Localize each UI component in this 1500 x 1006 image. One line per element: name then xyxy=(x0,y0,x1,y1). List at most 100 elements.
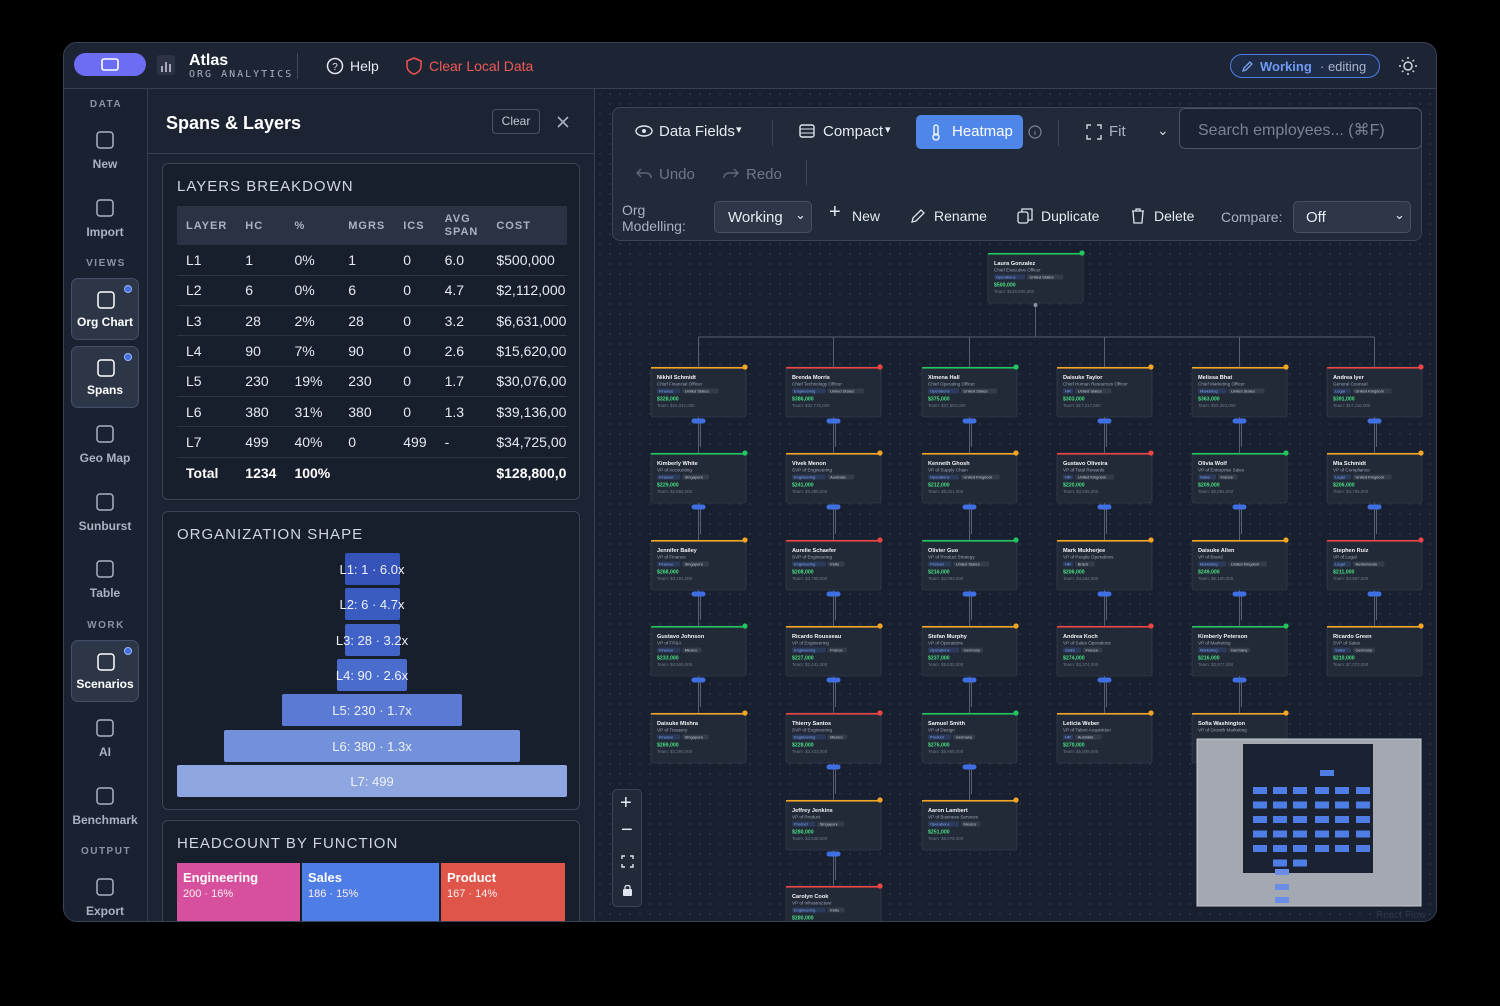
nav-item[interactable]: AI xyxy=(71,707,139,769)
clear-button[interactable]: Clear xyxy=(492,109,540,134)
clear-data-button[interactable]: Clear Local Data xyxy=(429,58,534,74)
duplicate-button[interactable]: Duplicate xyxy=(1041,208,1100,224)
rename-button[interactable]: Rename xyxy=(934,208,987,224)
close-button[interactable] xyxy=(556,115,570,129)
shape-label: L5: 230 · 1.7x xyxy=(332,703,412,719)
nav-item[interactable]: Benchmark xyxy=(71,775,139,837)
redo-button[interactable]: Redo xyxy=(746,166,782,183)
status-dot xyxy=(742,537,748,543)
table-cell: 0 xyxy=(403,282,412,299)
search-input[interactable]: Search employees... (⌘F) xyxy=(1179,108,1422,149)
loc-tag xyxy=(827,647,847,653)
heatmap-button[interactable]: Heatmap xyxy=(916,115,1023,149)
nav-label: Sunburst xyxy=(78,518,132,533)
nav-item[interactable]: Sunburst xyxy=(71,481,139,543)
theme-toggle[interactable] xyxy=(1398,56,1418,76)
fit-view[interactable] xyxy=(621,855,634,868)
thermometer-icon xyxy=(932,124,940,141)
new-button[interactable]: New xyxy=(852,208,881,224)
card-accent xyxy=(786,713,881,715)
nav-item[interactable]: Scenarios xyxy=(71,639,139,702)
delete-button[interactable]: Delete xyxy=(1154,208,1195,224)
card-title: VP of Accounting xyxy=(657,468,692,473)
lock[interactable] xyxy=(622,884,633,897)
nav-item[interactable]: Import xyxy=(71,187,139,249)
column-header: AVG SPAN xyxy=(444,212,479,238)
search-placeholder: Search employees... (⌘F) xyxy=(1198,122,1385,139)
card-salary: $208,000 xyxy=(792,570,814,576)
child-badge xyxy=(826,677,841,683)
dept-label: Operations xyxy=(996,275,1016,280)
minimap-node xyxy=(1320,770,1334,776)
compare-select[interactable]: Off ⌄ xyxy=(1293,201,1411,233)
child-badge xyxy=(1367,504,1382,510)
loc-tag xyxy=(827,561,845,567)
undo-button[interactable]: Undo xyxy=(659,166,695,183)
icon-shape xyxy=(96,560,114,578)
fit-button[interactable]: Fit xyxy=(1109,123,1126,140)
child-badge xyxy=(962,591,977,597)
mode-select[interactable]: Working ⌄ xyxy=(714,201,812,233)
nav-item[interactable]: Table xyxy=(71,548,139,610)
expand-caret[interactable]: ⌄ xyxy=(1157,122,1169,138)
card-salary: $206,000 xyxy=(1333,483,1355,489)
data-fields-button[interactable]: Data Fields xyxy=(659,123,735,140)
nav-item[interactable]: Export xyxy=(71,866,139,921)
minimap-node xyxy=(1335,801,1349,809)
card-title: Chief Human Resources Officer xyxy=(1063,382,1128,387)
zoom-in[interactable]: + xyxy=(620,792,632,814)
nav-item[interactable]: Org Chart xyxy=(71,278,139,340)
loc-tag xyxy=(682,474,709,480)
nav-item[interactable]: Geo Map xyxy=(71,413,139,475)
help-button[interactable]: Help xyxy=(350,58,379,74)
zoom-out[interactable]: − xyxy=(621,819,633,841)
card-accent xyxy=(1192,367,1287,369)
table-wrap: LAYER HC% MGRS ICS AVG SPAN COST L1 1 0% 1 0 6.0 $50… xyxy=(177,206,567,489)
nav-item[interactable]: New xyxy=(71,119,139,181)
status-pill[interactable]: Working · editing xyxy=(1230,54,1380,78)
loc-label: Germany xyxy=(956,735,972,740)
function-tile: Engineering 200 · 16% xyxy=(177,863,300,921)
compact-button[interactable]: Compact xyxy=(823,123,884,140)
nav-item[interactable]: Spans xyxy=(71,345,139,408)
status-dot xyxy=(1148,364,1154,370)
minimap-node xyxy=(1356,801,1370,809)
compare-value: Off xyxy=(1306,209,1326,226)
card-team: Team: $6,321,000 xyxy=(928,489,964,494)
info-icon[interactable] xyxy=(1028,125,1042,139)
card-name: Gustavo Oliveira xyxy=(1063,461,1108,467)
menu-button[interactable] xyxy=(74,53,146,76)
